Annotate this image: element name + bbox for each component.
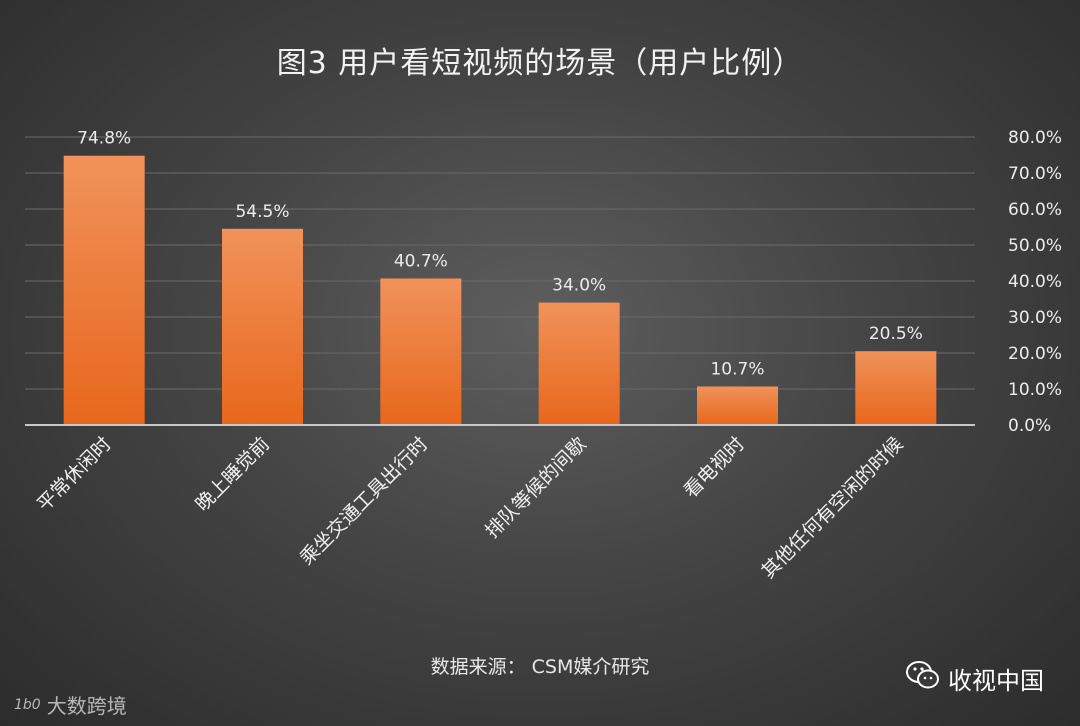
- y-tick-label: 20.0%: [1008, 344, 1062, 364]
- bars: [63, 155, 937, 425]
- source-note: 数据来源： CSM媒介研究: [430, 656, 650, 678]
- data-label: 54.5%: [235, 202, 289, 222]
- y-tick-label: 30.0%: [1008, 308, 1062, 328]
- category-label: 看电视时: [680, 433, 749, 502]
- watermark-logo: 1b0: [14, 696, 41, 713]
- y-tick-label: 70.0%: [1008, 164, 1062, 184]
- bar: [380, 278, 462, 425]
- bar: [697, 386, 778, 425]
- category-label: 排队等候的间歇: [481, 433, 591, 543]
- y-tick-label: 60.0%: [1008, 200, 1062, 220]
- category-labels: 平常休闲时 晚上睡觉前 乘坐交通工具出行时 排队等候的间歇 看电视时 其他任何有空闲的时候: [33, 433, 907, 583]
- brand-name: 收视中国: [948, 666, 1044, 695]
- category-label: 平常休闲时: [33, 433, 116, 516]
- bar: [63, 155, 145, 425]
- y-tick-label: 0.0%: [1008, 416, 1051, 436]
- watermark-text: 大数跨境: [46, 694, 127, 718]
- y-tick-label: 10.0%: [1008, 380, 1062, 400]
- bar: [222, 228, 303, 425]
- data-label: 10.7%: [710, 359, 764, 379]
- brand-block: 收视中国: [906, 660, 1044, 696]
- data-labels: 74.8% 54.5% 40.7% 34.0% 10.7% 20.5%: [77, 129, 923, 380]
- bar: [855, 351, 937, 425]
- wechat-icon: [906, 660, 940, 696]
- data-label: 74.8%: [77, 129, 131, 149]
- category-label: 其他任何有空闲的时候: [757, 433, 907, 583]
- data-label: 34.0%: [552, 276, 606, 296]
- y-axis-ticks: 0.0% 10.0% 20.0% 30.0% 40.0% 50.0% 60.0% 70.0% 8…: [1008, 128, 1062, 436]
- chart-title: 图3 用户看短视频的场景（用户比例）: [276, 46, 804, 81]
- gridlines: [25, 136, 975, 390]
- y-tick-label: 80.0%: [1008, 128, 1062, 148]
- watermark: 1b0 大数跨境: [14, 690, 127, 719]
- y-tick-label: 40.0%: [1008, 272, 1062, 292]
- data-label: 20.5%: [869, 324, 923, 344]
- y-tick-label: 50.0%: [1008, 236, 1062, 256]
- data-label: 40.7%: [394, 251, 448, 271]
- category-label: 晚上睡觉前: [191, 433, 274, 516]
- category-label: 乘坐交通工具出行时: [296, 433, 432, 569]
- bar: [538, 302, 620, 425]
